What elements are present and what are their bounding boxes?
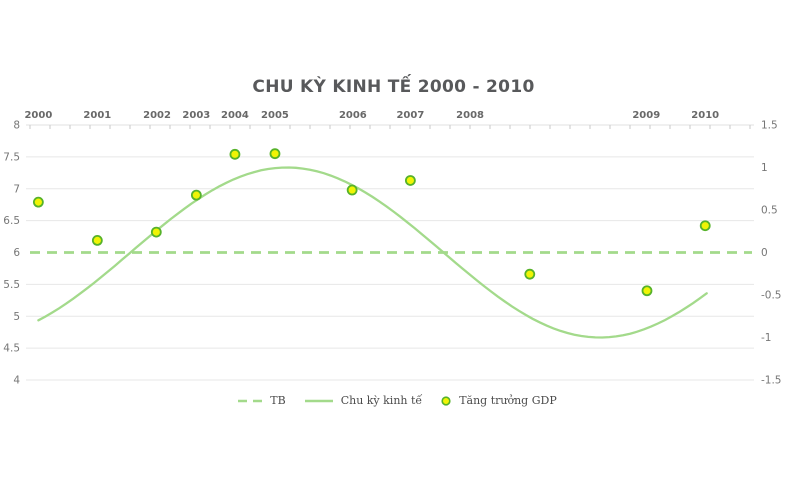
x-axis-label: 2006 [339, 110, 367, 121]
gdp-point [32, 196, 44, 208]
left-axis-label: 5 [13, 311, 20, 323]
left-axis-label: 6.5 [3, 215, 20, 227]
left-axis-label: 6 [13, 247, 20, 259]
left-axis-label: 7.5 [3, 151, 20, 163]
left-axis-label: 7 [13, 183, 20, 195]
legend-item-cycle: Chu kỳ kinh tế [304, 394, 423, 407]
gdp-point [404, 175, 416, 186]
right-axis-label: 0 [761, 247, 768, 259]
gdp-point [91, 234, 103, 246]
right-axis-label: -1.5 [761, 375, 782, 387]
gdp-point [641, 285, 653, 297]
right-axis-label: -1 [761, 332, 771, 344]
x-axis-label: 2001 [83, 110, 111, 121]
gdp-point [150, 226, 162, 238]
x-axis-label: 2009 [632, 110, 660, 121]
x-axis-label: 2002 [143, 110, 171, 121]
left-axis-label: 8 [13, 120, 20, 132]
solid-line-swatch [304, 399, 333, 402]
x-axis-label: 2008 [456, 110, 484, 121]
x-axis-label: 2000 [24, 110, 52, 121]
gdp-point [269, 148, 281, 160]
gdp-point [524, 268, 536, 280]
legend-label-tb: TB [270, 394, 286, 407]
gdp-point [699, 220, 711, 232]
left-axis-label: 4 [13, 375, 20, 387]
right-axis-label: 1.5 [761, 120, 778, 132]
gdp-point [346, 184, 358, 196]
legend: TB Chu kỳ kinh tế Tăng trưởng GDP [0, 394, 794, 407]
left-axis-label: 4.5 [3, 343, 20, 355]
right-axis-label: 0.5 [761, 205, 778, 217]
circle-marker-swatch [441, 395, 451, 406]
legend-label-gdp: Tăng trưởng GDP [459, 394, 557, 407]
legend-label-cycle: Chu kỳ kinh tế [340, 394, 423, 407]
dashed-line-swatch [238, 399, 263, 402]
x-axis-label: 2007 [396, 110, 424, 121]
gdp-point [190, 189, 202, 201]
right-axis-label: -0.5 [761, 290, 782, 302]
cycle-curve [37, 166, 708, 339]
x-axis-label: 2010 [691, 110, 719, 121]
legend-item-gdp: Tăng trưởng GDP [440, 394, 557, 407]
x-axis-label: 2005 [261, 110, 289, 121]
right-axis-label: 1 [761, 162, 768, 174]
legend-item-tb: TB [237, 394, 286, 407]
gdp-point [229, 148, 241, 160]
x-axis-label: 2004 [221, 110, 249, 121]
left-axis-label: 5.5 [3, 279, 20, 291]
x-axis-label: 2003 [182, 110, 210, 121]
chart-title: CHU KỲ KINH TẾ 2000 - 2010 [252, 77, 535, 97]
